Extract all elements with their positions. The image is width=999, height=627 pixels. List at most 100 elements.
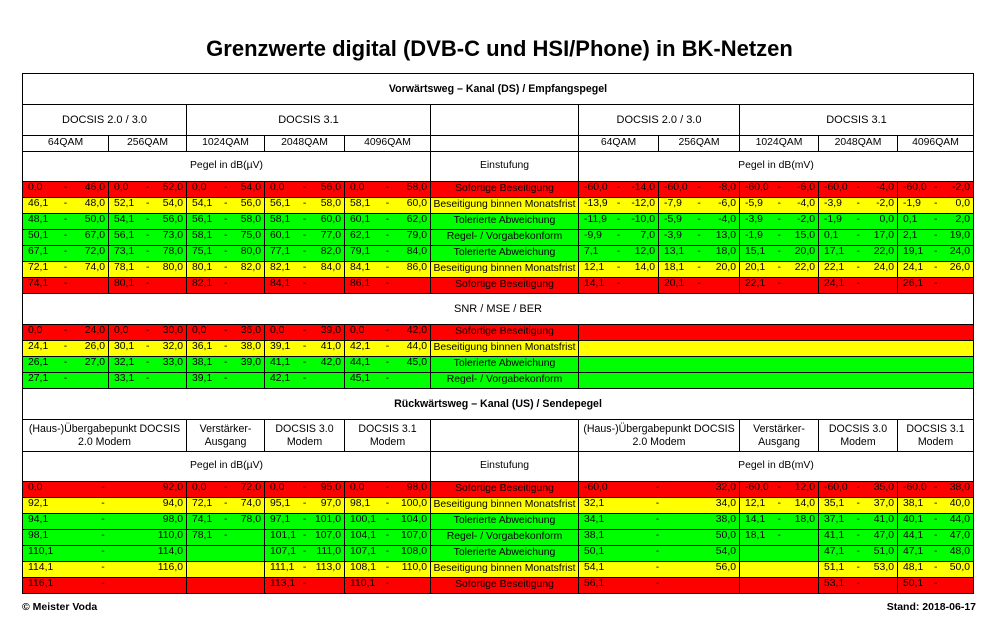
range-dash: - bbox=[302, 530, 307, 541]
range-high: 38,0 bbox=[949, 482, 970, 493]
range-low: 74,1 bbox=[192, 514, 213, 525]
range-dash: - bbox=[302, 246, 307, 257]
range-cell: -60,0- -2,0 bbox=[897, 181, 974, 198]
range-high: 92,0 bbox=[162, 482, 183, 493]
range-cell: -60,0- -4,0 bbox=[818, 181, 898, 198]
range-dash: - bbox=[223, 482, 228, 493]
range-low: 78,1 bbox=[114, 262, 135, 273]
range-cell: 0,0 - 56,0 bbox=[264, 181, 345, 198]
range-low: -60,0 bbox=[903, 182, 927, 193]
range-low: 53,1 bbox=[824, 578, 845, 589]
range-low: 51,1 bbox=[824, 562, 845, 573]
range-low: 0,1 bbox=[903, 214, 918, 225]
range-dash: - bbox=[63, 278, 68, 289]
range-dash: - bbox=[655, 530, 660, 541]
range-low: 36,1 bbox=[192, 341, 213, 352]
einstufung-label: Sofortige Beseitigung bbox=[430, 324, 579, 341]
range-high: 38,0 bbox=[715, 514, 736, 525]
empty-cell bbox=[578, 340, 974, 357]
range-dash: - bbox=[385, 341, 390, 352]
range-dash: - bbox=[385, 182, 390, 193]
table-row: 92,1-94,0 72,1-74,0 95,1-97,0 98,1-100,0 Bes… bbox=[22, 497, 974, 514]
range-dash: - bbox=[655, 546, 660, 557]
range-low: 38,1 bbox=[903, 498, 924, 509]
range-high: 62,0 bbox=[406, 214, 427, 225]
range-dash: - bbox=[145, 214, 150, 225]
us-einstufung-header: Einstufung bbox=[430, 451, 579, 482]
range-cell: 12,1- 14,0 bbox=[739, 497, 819, 514]
range-cell: 0,0 - 92,0 bbox=[22, 481, 187, 498]
range-high: 30,0 bbox=[162, 325, 183, 336]
range-cell: 60,1 - 62,0 bbox=[344, 213, 431, 230]
range-cell: 94,1 - 98,0 bbox=[22, 513, 187, 530]
range-dash: - bbox=[101, 498, 105, 509]
range-high: 20,0 bbox=[715, 262, 736, 273]
range-dash: - bbox=[856, 530, 860, 541]
range-dash: - bbox=[223, 341, 228, 352]
range-high: 35,0 bbox=[873, 482, 894, 493]
range-high: 24,0 bbox=[873, 262, 894, 273]
range-cell: 114,1 - 116,0 bbox=[22, 561, 187, 578]
range-cell: 0,1 - 2,0 bbox=[897, 213, 974, 230]
range-dash: - bbox=[616, 246, 621, 257]
range-low: 58,1 bbox=[192, 230, 213, 241]
range-dash: - bbox=[302, 262, 307, 273]
range-dash: - bbox=[223, 498, 228, 509]
range-low: 56,1 bbox=[584, 578, 605, 589]
range-cell: 100,1-104,0 bbox=[344, 513, 431, 530]
range-low: 79,1 bbox=[350, 246, 371, 257]
range-cell: 41,1- 47,0 bbox=[818, 529, 898, 546]
range-high: 107,0 bbox=[314, 530, 341, 541]
range-high: 26,0 bbox=[84, 341, 105, 352]
range-low: 14,1 bbox=[745, 514, 766, 525]
range-cell: -7,9 - -6,0 bbox=[658, 197, 740, 214]
limits-table: Vorwärtsweg – Kanal (DS) / Empfangspegel… bbox=[22, 73, 974, 594]
range-cell: 30,1- 32,0 bbox=[108, 340, 187, 357]
range-high: 0,0 bbox=[955, 198, 970, 209]
range-dash: - bbox=[302, 214, 307, 225]
range-cell: 0,0 - 52,0 bbox=[108, 181, 187, 198]
range-high: -8,0 bbox=[718, 182, 736, 193]
range-low: -60,0 bbox=[824, 182, 848, 193]
range-dash: - bbox=[302, 373, 307, 384]
range-dash: - bbox=[101, 514, 105, 525]
range-high: 47,0 bbox=[949, 530, 970, 541]
range-cell: 98,1 - 110,0 bbox=[22, 529, 187, 546]
einstufung-label: Beseitigung binnen Monatsfrist bbox=[430, 340, 579, 357]
range-dash: - bbox=[302, 325, 307, 336]
range-high: 40,0 bbox=[949, 498, 970, 509]
range-high: 14,0 bbox=[794, 498, 815, 509]
range-dash: - bbox=[385, 578, 390, 589]
range-low: 39,1 bbox=[270, 341, 291, 352]
table-row: 116,1-113,1-110,1- Sofortige Beseitigung 5… bbox=[22, 577, 974, 594]
range-cell: 80,1- 82,0 bbox=[186, 261, 265, 278]
range-high: 0,0 bbox=[879, 214, 894, 225]
range-low: 98,1 bbox=[350, 498, 371, 509]
range-dash: - bbox=[934, 482, 938, 493]
range-low: 40,1 bbox=[903, 514, 924, 525]
range-dash: - bbox=[697, 198, 701, 209]
range-cell: -60,0- -14,0 bbox=[578, 181, 659, 198]
range-high: 54,0 bbox=[162, 198, 183, 209]
range-dash: - bbox=[856, 198, 860, 209]
range-high: 18,0 bbox=[715, 246, 736, 257]
range-low: 110,1 bbox=[350, 578, 376, 589]
qam-header: 64QAM bbox=[578, 135, 659, 152]
range-cell: 34,1 - 38,0 bbox=[578, 513, 740, 530]
range-high: 82,0 bbox=[320, 246, 341, 257]
range-cell: -5,9 - -4,0 bbox=[658, 213, 740, 230]
range-high: 37,0 bbox=[873, 498, 894, 509]
range-dash: - bbox=[302, 357, 307, 368]
range-dash: - bbox=[385, 246, 390, 257]
range-cell: 108,1-110,0 bbox=[344, 561, 431, 578]
range-dash: - bbox=[616, 230, 621, 241]
range-cell: 84,1- bbox=[264, 277, 345, 294]
range-high: 47,0 bbox=[873, 530, 894, 541]
range-low: 44,1 bbox=[903, 530, 924, 541]
range-high: 94,0 bbox=[162, 498, 183, 509]
range-dash: - bbox=[777, 482, 781, 493]
range-cell: 51,1- 53,0 bbox=[818, 561, 898, 578]
range-high: 52,0 bbox=[162, 182, 183, 193]
range-high: 22,0 bbox=[794, 262, 815, 273]
range-low: 42,1 bbox=[270, 373, 291, 384]
